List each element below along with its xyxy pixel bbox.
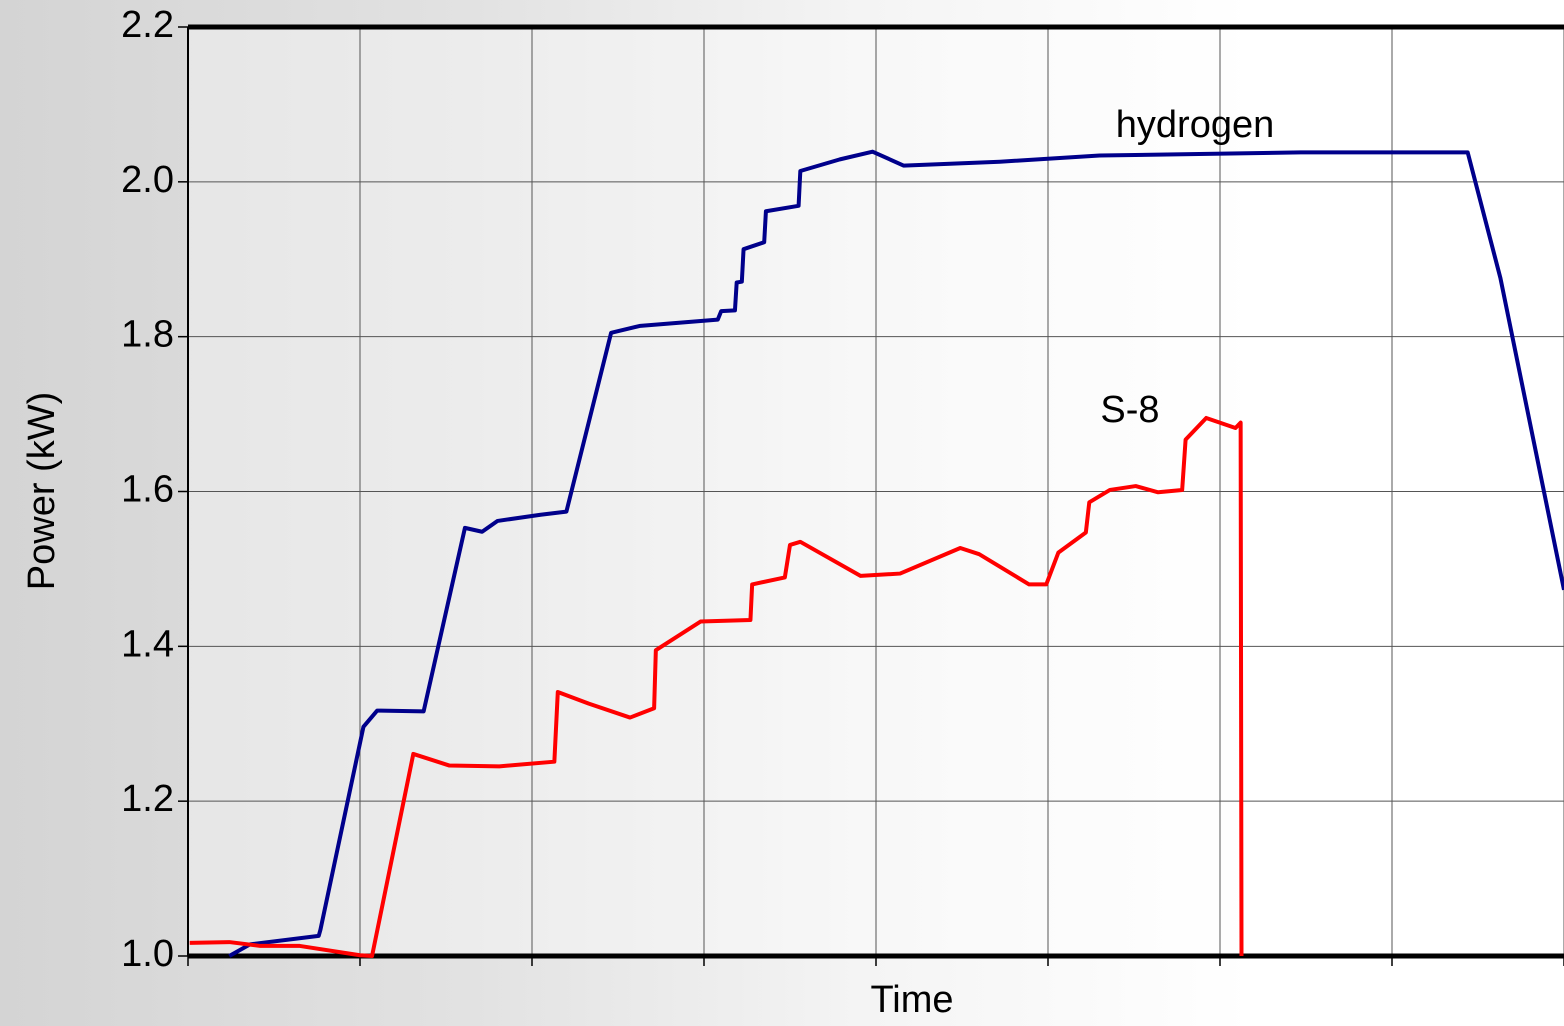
y-tick-label: 1.4 (121, 623, 174, 665)
y-tick-label: 1.8 (121, 314, 174, 356)
y-tick-label: 2.2 (121, 4, 174, 46)
series-label: S-8 (1100, 389, 1159, 431)
series-label: hydrogen (1116, 104, 1274, 146)
y-tick-label: 1.6 (121, 469, 174, 511)
y-axis-label: Power (kW) (21, 392, 63, 590)
chart: Time Power (kW) 1.0 1.2 1.4 1.6 1.8 2.0 2.2 hyd… (0, 0, 1564, 1026)
y-tick-label: 2.0 (121, 159, 174, 201)
y-tick-label: 1.0 (121, 933, 174, 975)
x-axis-label: Time (870, 979, 953, 1021)
y-tick-label: 1.2 (121, 778, 174, 820)
